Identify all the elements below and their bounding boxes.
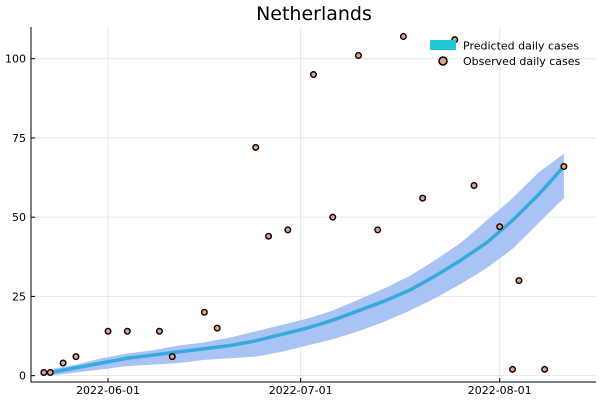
observed-point [496,223,504,231]
observed-point [213,324,221,332]
observed-point [399,33,407,41]
predicted-series-line [48,164,566,375]
ticks: 0 25 50 75 100 2022-06-01 2022-07-01 2022-08-01 [5,53,532,397]
observed-point [329,213,337,221]
y-tick-label: 75 [12,132,26,145]
observed-point [104,327,112,335]
observed-points [40,33,568,376]
observed-point [509,365,517,373]
observed-point [515,277,523,285]
legend-observed-label: Observed daily cases [463,55,581,68]
legend-predicted-label: Predicted daily cases [463,40,579,53]
observed-point [374,226,382,234]
observed-point [310,71,318,79]
x-tick-label: 2022-06-01 [76,384,140,397]
y-tick-label: 50 [12,211,26,224]
observed-point [541,365,549,373]
predicted-line [48,164,566,375]
observed-point [72,353,80,361]
x-tick-label: 2022-08-01 [468,384,532,397]
observed-point [155,327,163,335]
prediction-interval [50,153,564,376]
y-tick-label: 0 [19,370,26,383]
observed-point [470,181,478,189]
observed-point [560,162,568,170]
observed-point [419,194,427,202]
legend-predicted-swatch [430,40,456,50]
y-tick-label: 25 [12,290,26,303]
axes [30,27,596,383]
observed-point [252,143,260,151]
y-tick-label: 100 [5,53,26,66]
chart-title: Netherlands [256,3,372,25]
legend-observed-marker [438,56,448,66]
grid [31,27,596,382]
observed-point [40,368,48,376]
observed-point [284,226,292,234]
prediction-band [50,153,564,376]
legend: Predicted daily cases Observed daily cas… [430,40,581,68]
observed-point [354,52,362,60]
observed-point [59,359,67,367]
x-tick-label: 2022-07-01 [269,384,333,397]
observed-point [200,308,208,316]
observed-point [123,327,131,335]
observed-point [265,232,273,240]
observed-point [168,353,176,361]
observed-point [46,368,54,376]
